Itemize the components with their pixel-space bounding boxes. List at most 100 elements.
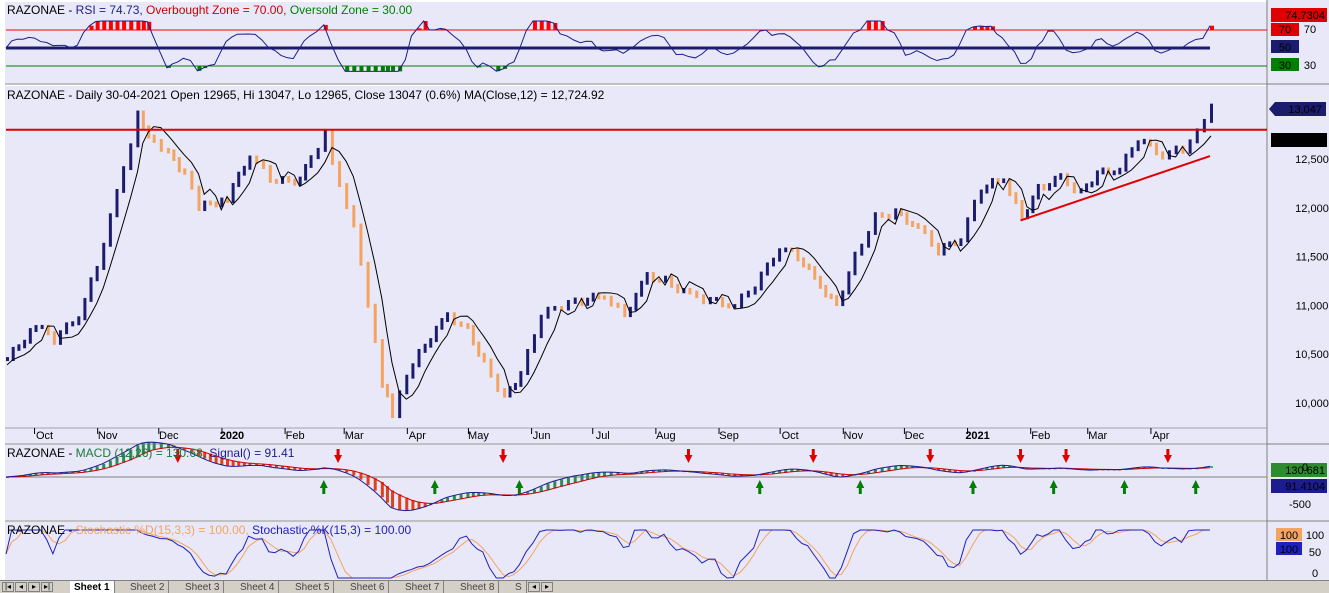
price-bar bbox=[77, 316, 80, 325]
price-bar bbox=[1054, 176, 1057, 187]
price-bar bbox=[71, 321, 74, 326]
tab-sheet-4[interactable]: Sheet 4 bbox=[236, 581, 279, 593]
price-bar bbox=[183, 168, 186, 174]
price-bar bbox=[109, 213, 112, 246]
macd-title-symbol: RAZONAE - bbox=[7, 446, 76, 460]
month-label: Oct bbox=[782, 430, 799, 442]
price-bar bbox=[670, 276, 673, 288]
price-bar bbox=[483, 353, 486, 363]
tab-sheet-5[interactable]: Sheet 5 bbox=[291, 581, 334, 593]
rsi-oversold-fill bbox=[374, 66, 378, 71]
rsi-oversold-fill bbox=[367, 66, 371, 71]
rsi-title-value: RSI = 74.73, bbox=[76, 3, 143, 17]
signal-value-badge: 91.4104 bbox=[1271, 479, 1327, 493]
price-bar bbox=[923, 225, 926, 234]
price-bar bbox=[243, 166, 246, 176]
close-price-badge-text: 13,047 bbox=[1288, 104, 1322, 116]
rsi-overbought-fill bbox=[129, 21, 133, 30]
price-bar bbox=[53, 331, 56, 344]
macd-title-signal: Signal() = 91.41 bbox=[206, 446, 295, 460]
price-bar bbox=[905, 212, 908, 225]
tab-first-icon[interactable]: |◂ bbox=[2, 582, 14, 592]
month-label: 2021 bbox=[965, 430, 989, 442]
sheet-tab-bar: |◂ ◂ ▸ ▸| Sheet 1 Sheet 2 Sheet 3 Sheet … bbox=[0, 580, 1329, 593]
close-price-badge: 13,047 bbox=[1269, 102, 1326, 116]
price-bar bbox=[1037, 184, 1040, 199]
tab-next-icon[interactable]: ▸ bbox=[28, 582, 40, 592]
price-bar bbox=[514, 383, 517, 390]
rsi-overbought-fill bbox=[109, 21, 113, 30]
stoch-k-badge-text: 100 bbox=[1280, 544, 1298, 556]
price-bar bbox=[472, 325, 475, 345]
price-y-tick: 11,000 bbox=[1296, 300, 1329, 312]
price-bar bbox=[1021, 200, 1024, 219]
rsi-overbought-fill bbox=[142, 21, 146, 30]
price-bar bbox=[29, 328, 32, 344]
tab-prev-icon[interactable]: ◂ bbox=[15, 582, 27, 592]
price-bar bbox=[65, 322, 68, 334]
price-bar bbox=[796, 248, 799, 261]
price-bar bbox=[1073, 182, 1076, 193]
rsi-overbought-fill bbox=[96, 21, 100, 30]
price-bar bbox=[41, 325, 44, 329]
rsi-overbought-fill bbox=[136, 21, 140, 30]
price-bar bbox=[23, 340, 26, 348]
price-bar bbox=[429, 338, 432, 348]
price-bar bbox=[203, 201, 206, 211]
price-bar bbox=[1090, 181, 1093, 187]
tab-sheet-7[interactable]: Sheet 7 bbox=[401, 581, 444, 593]
stoch-title-symbol: RAZONAE - bbox=[7, 523, 76, 537]
month-label: Feb bbox=[286, 430, 305, 442]
month-label: Jun bbox=[533, 430, 551, 442]
price-bar bbox=[894, 208, 897, 219]
price-bar bbox=[1113, 170, 1116, 175]
tab-sheet-8[interactable]: Sheet 8 bbox=[456, 581, 499, 593]
price-bar bbox=[424, 344, 427, 353]
price-bar bbox=[778, 248, 781, 261]
price-bar bbox=[930, 230, 933, 247]
price-bar bbox=[460, 321, 463, 326]
price-bar bbox=[592, 293, 595, 302]
rsi-tick-30: 30 bbox=[1304, 60, 1316, 72]
price-bar bbox=[640, 281, 643, 297]
month-label: Dec bbox=[159, 430, 179, 442]
tab-last-icon[interactable]: ▸| bbox=[41, 582, 53, 592]
price-bar bbox=[760, 272, 763, 291]
price-bar bbox=[248, 156, 251, 170]
price-bar bbox=[262, 160, 265, 169]
month-label: Apr bbox=[1152, 430, 1169, 442]
tab-sheet-2[interactable]: Sheet 2 bbox=[126, 581, 169, 593]
price-bar bbox=[405, 375, 408, 395]
price-bar bbox=[874, 212, 877, 235]
price-bar bbox=[1014, 192, 1017, 204]
rsi-ob-badge-text: 70 bbox=[1279, 24, 1291, 36]
price-bar bbox=[646, 272, 649, 285]
price-bar bbox=[991, 178, 994, 188]
rsi-os-badge: 30 bbox=[1271, 58, 1299, 72]
rsi-oversold-fill bbox=[391, 66, 395, 71]
price-bar bbox=[841, 290, 844, 306]
tab-scroll-right-icon[interactable]: ▸ bbox=[541, 582, 553, 592]
price-bar bbox=[367, 262, 370, 308]
stoch-title-d: Stochastic %D(15,3,3) = 100.00, bbox=[76, 523, 249, 537]
price-bar bbox=[391, 393, 394, 418]
ma-value-badge: 12,724.9 bbox=[1271, 133, 1327, 147]
price-bar bbox=[386, 384, 389, 397]
rsi-title: RAZONAE - RSI = 74.73, Overbought Zone =… bbox=[7, 3, 413, 17]
price-bar bbox=[398, 390, 401, 418]
rsi-overbought-fill bbox=[90, 26, 94, 30]
macd-title: RAZONAE - MACD (12,26) = 130.68, Signal(… bbox=[7, 446, 295, 460]
price-bar bbox=[293, 179, 296, 186]
stoch-d-badge-text: 100 bbox=[1280, 530, 1298, 542]
tab-sheet-1[interactable]: Sheet 1 bbox=[70, 581, 115, 593]
tab-sheet-6[interactable]: Sheet 6 bbox=[346, 581, 389, 593]
tab-scroll-left-icon[interactable]: ◂ bbox=[528, 582, 540, 592]
tab-sheet-more[interactable]: S bbox=[511, 581, 527, 593]
price-bar bbox=[1143, 139, 1146, 144]
macd-value-badge: 130.681 bbox=[1271, 463, 1327, 477]
macd-tick-neg500: -500 bbox=[1289, 499, 1311, 511]
rsi-title-symbol: RAZONAE - bbox=[7, 3, 76, 17]
tab-sheet-3[interactable]: Sheet 3 bbox=[181, 581, 224, 593]
price-bar bbox=[466, 323, 469, 329]
price-bar bbox=[985, 185, 988, 194]
